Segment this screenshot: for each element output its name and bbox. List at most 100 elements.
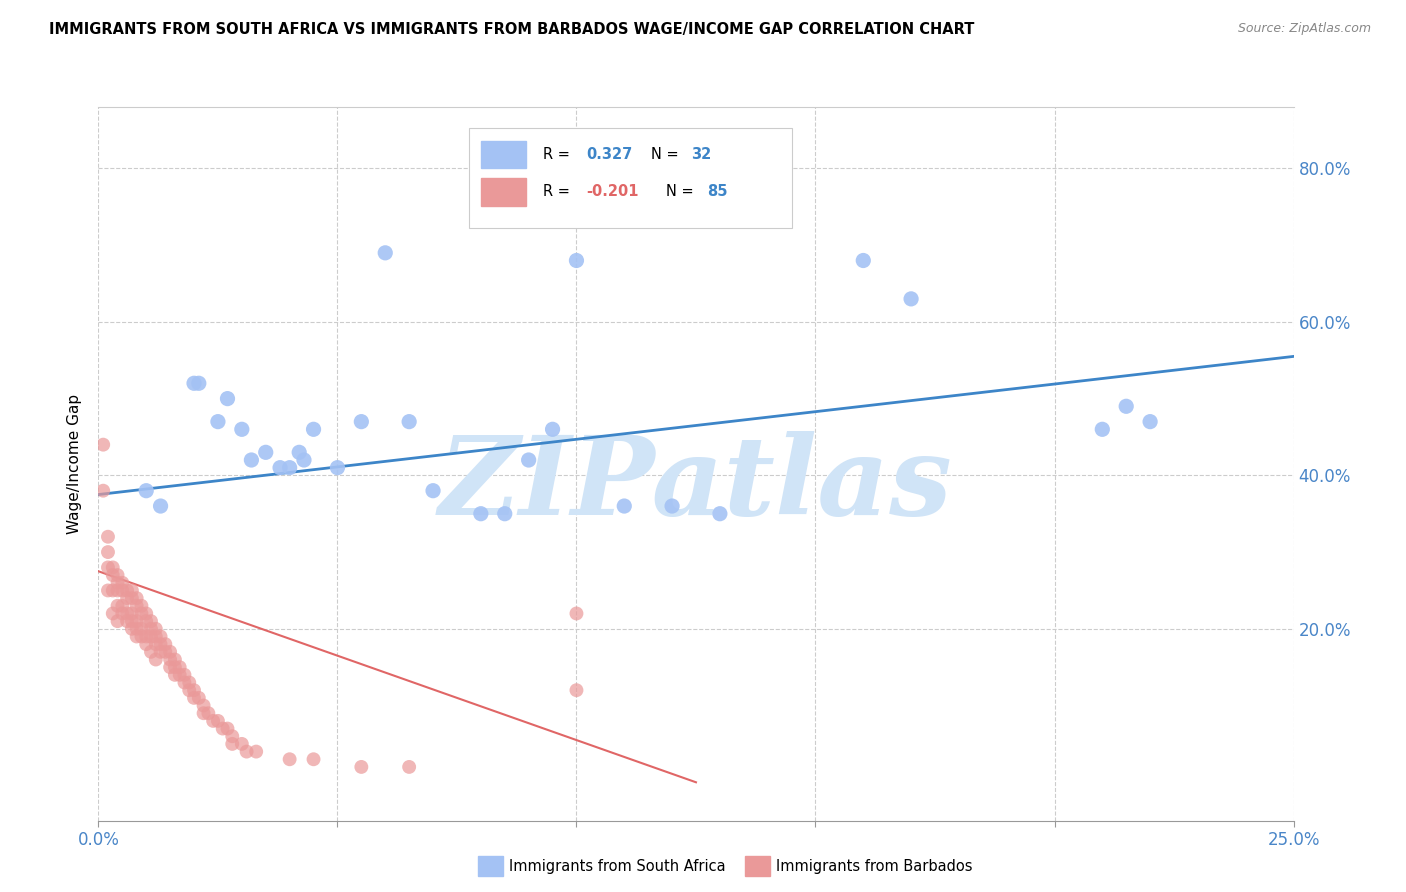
Point [231,422,253,436]
Y-axis label: Wage/Income Gap: Wage/Income Gap [67,393,83,534]
Point [115,607,138,621]
Point [125,614,148,628]
Point [97,545,120,559]
Point [470,507,492,521]
Point [193,706,215,721]
Point [202,714,225,728]
Point [111,583,134,598]
Text: N =: N = [666,185,699,200]
Point [900,292,922,306]
Point [97,530,120,544]
Point [231,737,253,751]
FancyBboxPatch shape [470,128,792,228]
Point [121,614,143,628]
Text: N =: N = [651,146,683,161]
Point [125,591,148,606]
Point [135,483,157,498]
Point [121,622,143,636]
Point [422,483,444,498]
Point [221,729,243,743]
Point [169,668,191,682]
Point [111,607,134,621]
Point [292,453,315,467]
Point [125,622,148,636]
Point [131,630,153,644]
Point [565,253,588,268]
Point [398,760,420,774]
Point [111,599,134,613]
Point [211,722,233,736]
Point [139,622,162,636]
Point [173,675,195,690]
Point [155,637,177,651]
Point [149,645,172,659]
Point [125,630,148,644]
Point [661,499,683,513]
Point [278,752,301,766]
Point [159,660,181,674]
Point [101,560,124,574]
Point [193,698,215,713]
Point [155,645,177,659]
Text: R =: R = [543,185,575,200]
Point [565,607,588,621]
Point [107,568,129,582]
Point [139,614,162,628]
Point [131,622,153,636]
Point [145,630,167,644]
Point [115,583,138,598]
Point [169,660,191,674]
Point [101,568,124,582]
Point [101,607,124,621]
Point [565,683,588,698]
Point [149,630,172,644]
Point [179,683,201,698]
Point [235,745,257,759]
Point [207,415,229,429]
Text: Source: ZipAtlas.com: Source: ZipAtlas.com [1237,22,1371,36]
Point [159,645,181,659]
Point [187,376,209,391]
Text: 85: 85 [707,185,727,200]
Text: Immigrants from Barbados: Immigrants from Barbados [776,859,973,873]
Point [183,683,205,698]
Point [494,507,516,521]
Point [163,660,186,674]
Point [131,599,153,613]
Point [183,690,205,705]
Point [145,652,167,666]
Point [852,253,875,268]
Point [240,453,263,467]
Point [1139,415,1161,429]
Point [145,637,167,651]
Point [350,760,373,774]
Point [101,583,124,598]
Text: ZIPatlas: ZIPatlas [439,432,953,539]
Point [326,460,349,475]
Point [398,415,420,429]
Point [149,637,172,651]
Bar [481,141,526,168]
Point [107,575,129,590]
Point [125,599,148,613]
Point [145,622,167,636]
Point [1115,399,1137,413]
Point [1091,422,1114,436]
Point [149,499,172,513]
Point [288,445,311,459]
Point [179,675,201,690]
Point [207,714,229,728]
Point [121,607,143,621]
Point [135,607,157,621]
Point [139,630,162,644]
Point [278,460,301,475]
Point [97,560,120,574]
Point [97,583,120,598]
Point [187,690,209,705]
Point [221,737,243,751]
Point [115,591,138,606]
Point [245,745,267,759]
Point [107,614,129,628]
Point [91,483,114,498]
Point [217,392,239,406]
